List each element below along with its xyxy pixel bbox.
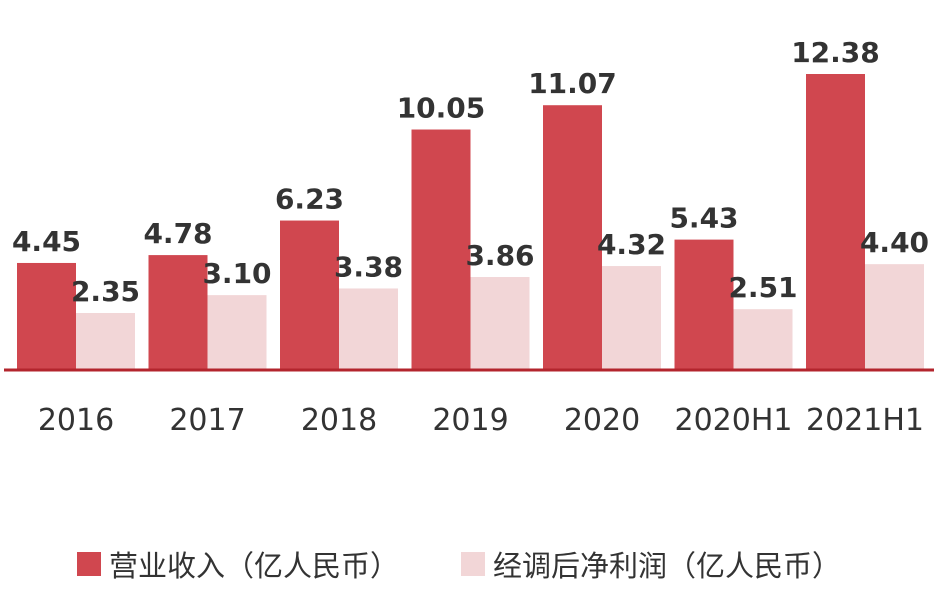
value-label-net-profit-2020: 4.32 — [597, 228, 666, 261]
bar-revenue-2017 — [148, 255, 208, 369]
legend-item-net-profit: 经调后净利润（亿人民币） — [461, 540, 841, 588]
category-label-2021H1: 2021H1 — [806, 403, 924, 438]
legend-item-revenue: 营业收入（亿人民币） — [77, 540, 399, 588]
category-label-2017: 2017 — [169, 403, 245, 438]
value-label-revenue-2016: 4.45 — [12, 225, 81, 258]
bar-net-profit-2017 — [207, 295, 267, 369]
value-label-net-profit-2020H1: 2.51 — [728, 271, 797, 304]
bar-net-profit-2021H1 — [865, 264, 924, 369]
bar-net-profit-2020 — [602, 266, 661, 369]
category-label-2016: 2016 — [38, 403, 114, 438]
bar-revenue-2018 — [280, 220, 339, 369]
value-label-revenue-2020: 11.07 — [528, 67, 617, 100]
bar-net-profit-2016 — [76, 313, 135, 369]
value-label-net-profit-2016: 2.35 — [71, 275, 140, 308]
value-label-revenue-2017: 4.78 — [143, 217, 212, 250]
legend: 营业收入（亿人民币） 经调后净利润（亿人民币） — [0, 540, 941, 588]
bar-chart: 4.45 2.354.78 3.10 6.23 3.38 10.05 3.86 11.07 4.… — [4, 36, 934, 438]
value-label-revenue-2021H1: 12.38 — [791, 36, 880, 69]
bar-revenue-2020H1 — [674, 239, 734, 369]
legend-swatch-revenue — [77, 552, 101, 576]
category-labels-group: 2016 2017 2018 2019 2020 2020H1 2021H1 — [38, 403, 924, 438]
legend-label-revenue: 营业收入（亿人民币） — [109, 549, 400, 583]
value-label-net-profit-2021H1: 4.40 — [860, 226, 929, 259]
value-label-net-profit-2018: 3.38 — [334, 250, 403, 283]
bar-revenue-2021H1 — [806, 74, 865, 369]
legend-swatch-net-profit — [461, 552, 485, 576]
bar-net-profit-2019 — [470, 277, 530, 369]
bar-revenue-2020 — [543, 105, 602, 369]
bar-revenue-2019 — [411, 129, 471, 369]
value-label-net-profit-2017: 3.10 — [202, 257, 271, 290]
value-label-revenue-2019: 10.05 — [397, 92, 486, 125]
bar-net-profit-2018 — [339, 288, 398, 369]
category-label-2019: 2019 — [432, 403, 508, 438]
category-label-2020: 2020 — [564, 403, 640, 438]
category-label-2018: 2018 — [301, 403, 377, 438]
value-label-revenue-2018: 6.23 — [275, 183, 344, 216]
bar-revenue-2016 — [17, 262, 76, 369]
value-label-net-profit-2019: 3.86 — [465, 239, 534, 272]
value-label-revenue-2020H1: 5.43 — [669, 202, 738, 235]
bars-group — [17, 74, 924, 369]
bar-net-profit-2020H1 — [733, 309, 793, 369]
category-label-2020H1: 2020H1 — [675, 403, 793, 438]
legend-label-net-profit: 经调后净利润（亿人民币） — [493, 549, 842, 583]
value-labels-group: 4.45 2.354.78 3.10 6.23 3.38 10.05 3.86 11.07 4.… — [12, 36, 929, 308]
